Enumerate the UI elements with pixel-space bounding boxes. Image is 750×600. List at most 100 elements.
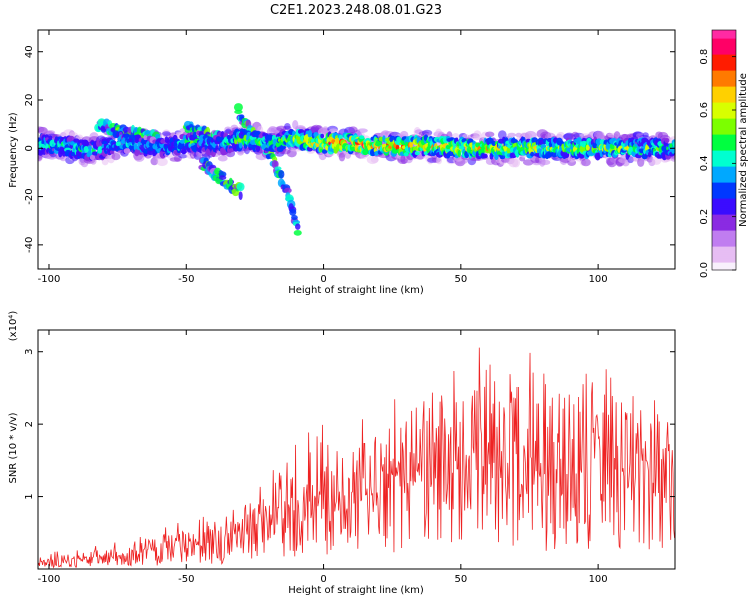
spectrogram-ridge-blob: [672, 141, 675, 148]
spectrogram-ridge-blob: [73, 138, 80, 143]
spectrogram-y-tick-label: 0: [24, 145, 35, 151]
colorbar-label: Normalized spectral amplitude: [738, 73, 749, 227]
spectrogram-ridge-blob: [403, 152, 409, 157]
colorbar-segment: [712, 106, 736, 109]
spectrogram-panel: -100 -50 0 50 100 -40 -20 0 20 40 Height of stra…: [8, 29, 676, 296]
colorbar-segment: [712, 220, 736, 223]
colorbar-segment: [712, 250, 736, 253]
spectrogram-haze-blob: [462, 133, 470, 139]
spectrogram-haze-blob: [507, 132, 516, 138]
colorbar-segment: [712, 202, 736, 205]
colorbar-segment: [712, 132, 736, 135]
colorbar-segment: [712, 226, 736, 229]
colorbar-segment: [712, 208, 736, 211]
colorbar-segment: [712, 166, 736, 169]
colorbar-segment: [712, 116, 736, 119]
colorbar-frame: [711, 29, 737, 271]
colorbar-segment: [712, 186, 736, 189]
colorbar-segment: [712, 138, 736, 141]
colorbar-segment: [712, 50, 736, 53]
colorbar-segment: [712, 98, 736, 101]
colorbar-segment: [712, 42, 736, 45]
spectrogram-x-tick-label: 50: [454, 274, 467, 285]
snr-y-label: SNR (10 * v/v): [8, 412, 19, 483]
colorbar-segment: [712, 246, 736, 249]
colorbar-segment: [712, 188, 736, 191]
spectrogram-ridge-blob: [585, 144, 590, 151]
spectrogram-haze-blob: [471, 135, 481, 141]
spectrogram-haze-blob: [435, 156, 442, 165]
colorbar-segment: [712, 96, 736, 99]
spectrogram-y-label: Frequency (Hz): [8, 112, 19, 188]
colorbar-tick-label: 0.0: [699, 262, 710, 278]
colorbar-segment: [712, 248, 736, 251]
colorbar-segment: [712, 58, 736, 61]
colorbar-segment: [712, 68, 736, 71]
colorbar-segment: [712, 172, 736, 175]
colorbar-segment: [712, 140, 736, 143]
colorbar-segment: [712, 80, 736, 83]
colorbar-segment: [712, 108, 736, 111]
spectrogram-haze-blob: [111, 152, 121, 161]
spectrogram-y-tick-label: 20: [24, 94, 35, 107]
spectrogram-ridge-blob: [482, 153, 488, 159]
colorbar-segment: [712, 198, 736, 201]
colorbar-segment: [712, 142, 736, 145]
spectrogram-ridge-blob: [116, 141, 121, 146]
colorbar-segment: [712, 222, 736, 225]
colorbar-segment: [712, 190, 736, 193]
spectrogram-haze-blob: [370, 156, 379, 163]
spectrogram-branch-blob: [289, 208, 297, 216]
colorbar-segment: [712, 228, 736, 231]
colorbar-segment: [712, 30, 736, 33]
colorbar-segment: [712, 102, 736, 105]
snr-x-tick-label: -50: [178, 574, 194, 585]
spectrogram-ridge-blob: [414, 151, 420, 156]
colorbar-segment: [712, 244, 736, 247]
spectrogram-ridge-blob: [255, 144, 261, 153]
spectrogram-branch-blob: [238, 191, 243, 200]
snr-x-axis: -100 -50 0 50 100: [38, 330, 608, 585]
snr-multiplier-label: (x10⁴): [8, 311, 19, 342]
colorbar-segment: [712, 56, 736, 59]
colorbar-segment: [712, 200, 736, 203]
colorbar-segment: [712, 154, 736, 157]
colorbar-segment: [712, 94, 736, 97]
colorbar-segment: [712, 64, 736, 67]
spectrogram-branch-blob: [234, 109, 243, 115]
spectrogram-haze-blob: [217, 155, 228, 162]
spectrogram-haze-blob: [642, 132, 649, 138]
spectrogram-y-axis: -40 -20 0 20 40: [24, 45, 675, 253]
spectrogram-ridge-layer: [38, 128, 675, 162]
colorbar-segment: [712, 156, 736, 159]
colorbar-segment: [712, 216, 736, 219]
colorbar-segment: [712, 74, 736, 77]
colorbar-tick-label: 0.2: [699, 209, 710, 225]
spectrogram-haze-blob: [44, 130, 56, 135]
spectrogram-haze-blob: [556, 131, 565, 139]
spectrogram-ridge-blob: [298, 129, 305, 134]
colorbar-segment: [712, 148, 736, 151]
spectrogram-y-tick-label: -20: [24, 188, 35, 204]
spectrogram-haze-blob: [670, 155, 675, 162]
spectrogram-ridge-blob: [179, 139, 186, 144]
colorbar-segment: [712, 34, 736, 37]
colorbar-segment: [712, 164, 736, 167]
colorbar-segment: [712, 150, 736, 153]
spectrogram-branch-blob: [228, 177, 233, 186]
spectrogram-branch-blob: [283, 187, 292, 194]
colorbar-segment: [712, 182, 736, 185]
colorbar-segment: [712, 104, 736, 107]
spectrogram-haze-layer: [38, 103, 675, 236]
snr-x-label: Height of straight line (km): [288, 585, 424, 596]
snr-series-line: [38, 347, 675, 569]
colorbar-segment: [712, 184, 736, 187]
colorbar-segment: [712, 86, 736, 89]
spectrogram-ridge-blob: [89, 154, 95, 161]
spectrogram-ridge-blob: [238, 141, 243, 149]
colorbar-segment: [712, 196, 736, 199]
colorbar-tick-label: 0.8: [699, 49, 710, 65]
spectrogram-branch-blob: [236, 182, 245, 192]
colorbar-segment: [712, 268, 736, 271]
